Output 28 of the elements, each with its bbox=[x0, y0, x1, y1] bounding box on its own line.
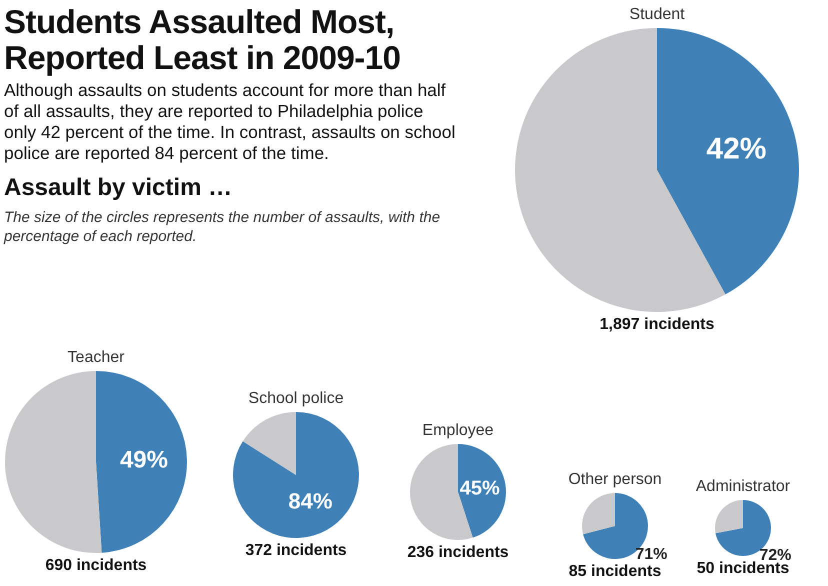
data-label: 49% bbox=[120, 446, 168, 474]
chart-title: Teacher bbox=[68, 349, 126, 366]
pie-slice bbox=[458, 444, 506, 538]
data-label: 71% bbox=[635, 546, 668, 564]
pie-slice bbox=[582, 493, 615, 534]
pie-slice bbox=[715, 500, 743, 534]
chart-title: School police bbox=[248, 390, 344, 407]
chart-title: Administrator bbox=[696, 478, 791, 495]
chart-title: Employee bbox=[422, 422, 494, 439]
data-label: 84% bbox=[288, 488, 332, 514]
text: 236 incidents bbox=[406, 544, 510, 562]
pie-slice bbox=[657, 28, 799, 294]
text: 85 incidents bbox=[568, 563, 662, 580]
text: 690 incidents bbox=[44, 557, 148, 575]
pie-slice bbox=[5, 371, 102, 553]
data-label: 45% bbox=[460, 478, 500, 500]
pie-slice bbox=[242, 412, 296, 475]
chart-title: Student bbox=[629, 6, 686, 23]
text: Although assaults on students account for more than half of all assaults, they are reported to Philadelphia police only 42 percent of the time. In contrast, assaults on school police are reported 84 percent of the time. bbox=[4, 80, 456, 164]
chart-title: Other person bbox=[568, 471, 662, 488]
text: Assault by victim … bbox=[4, 174, 234, 202]
text: The size of the circles represents the number of assaults, with the percentage of each reported. bbox=[4, 208, 442, 246]
pie-slice bbox=[233, 412, 359, 538]
pie-slice bbox=[96, 371, 187, 553]
text: 1,897 incidents bbox=[598, 316, 716, 334]
data-label: 42% bbox=[706, 132, 766, 166]
text: 372 incidents bbox=[244, 542, 348, 560]
text: Students Assaulted Most, Reported Least in 2009-10 bbox=[4, 3, 402, 76]
